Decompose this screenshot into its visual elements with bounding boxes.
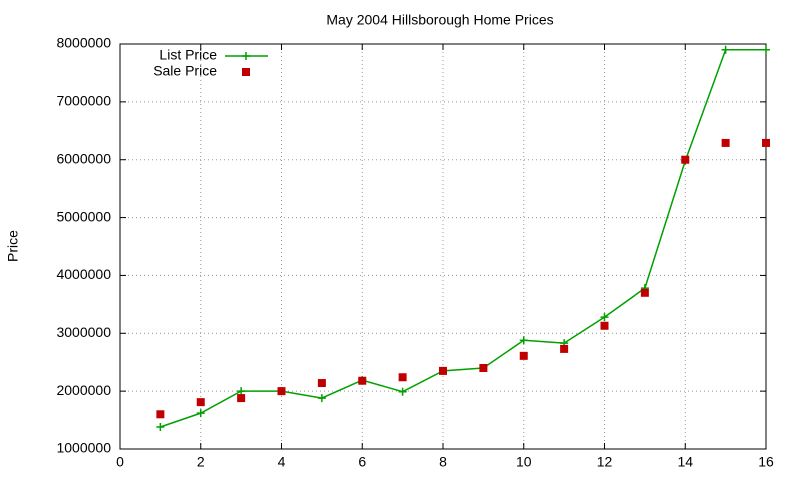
- data-point: [358, 376, 367, 385]
- data-point: [196, 398, 205, 407]
- data-point: [479, 364, 488, 372]
- data-point: [721, 45, 730, 54]
- data-point: [600, 321, 609, 330]
- x-tick-label: 2: [197, 454, 205, 470]
- legend-label: List Price: [159, 47, 217, 63]
- x-tick-label: 8: [439, 454, 447, 470]
- x-tick-label: 4: [278, 454, 286, 470]
- series-line: [160, 49, 766, 428]
- y-tick-label: 6000000: [56, 150, 111, 166]
- x-tick-label: 14: [677, 454, 693, 470]
- y-tick-label: 1000000: [56, 440, 111, 456]
- y-axis-label: Price: [5, 230, 21, 262]
- x-tick-label: 12: [597, 454, 613, 470]
- y-tick-label: 8000000: [56, 35, 111, 51]
- data-point: [519, 336, 528, 345]
- data-point: [398, 387, 407, 396]
- x-tick-label: 10: [516, 454, 532, 470]
- y-tick-label: 7000000: [56, 93, 111, 109]
- data-point: [560, 344, 569, 353]
- legend-swatch: [242, 52, 250, 60]
- data-point: [237, 387, 246, 396]
- data-point: [681, 155, 690, 164]
- chart-title: May 2004 Hillsborough Home Prices: [326, 12, 553, 28]
- data-point: [317, 379, 326, 388]
- y-tick-label: 5000000: [56, 208, 111, 224]
- x-tick-label: 6: [358, 454, 366, 470]
- data-point: [398, 373, 407, 382]
- data-point: [762, 45, 770, 54]
- data-point: [640, 288, 649, 297]
- y-tick-label: 3000000: [56, 324, 111, 340]
- x-tick-label: 16: [758, 454, 774, 470]
- y-tick-label: 2000000: [56, 382, 111, 398]
- data-point: [721, 138, 730, 147]
- data-point: [237, 394, 246, 403]
- legend-label: Sale Price: [153, 63, 217, 79]
- data-point: [317, 394, 326, 403]
- data-point: [600, 313, 609, 322]
- data-point: [762, 138, 770, 147]
- data-point: [156, 410, 165, 419]
- y-tick-label: 4000000: [56, 266, 111, 282]
- plot-frame: [119, 43, 767, 450]
- data-point: [277, 387, 286, 396]
- x-tick-label: 0: [116, 454, 124, 470]
- legend-swatch: [242, 68, 250, 76]
- data-point: [439, 366, 447, 375]
- data-point: [156, 423, 165, 432]
- data-point: [196, 409, 205, 418]
- data-point: [519, 351, 528, 360]
